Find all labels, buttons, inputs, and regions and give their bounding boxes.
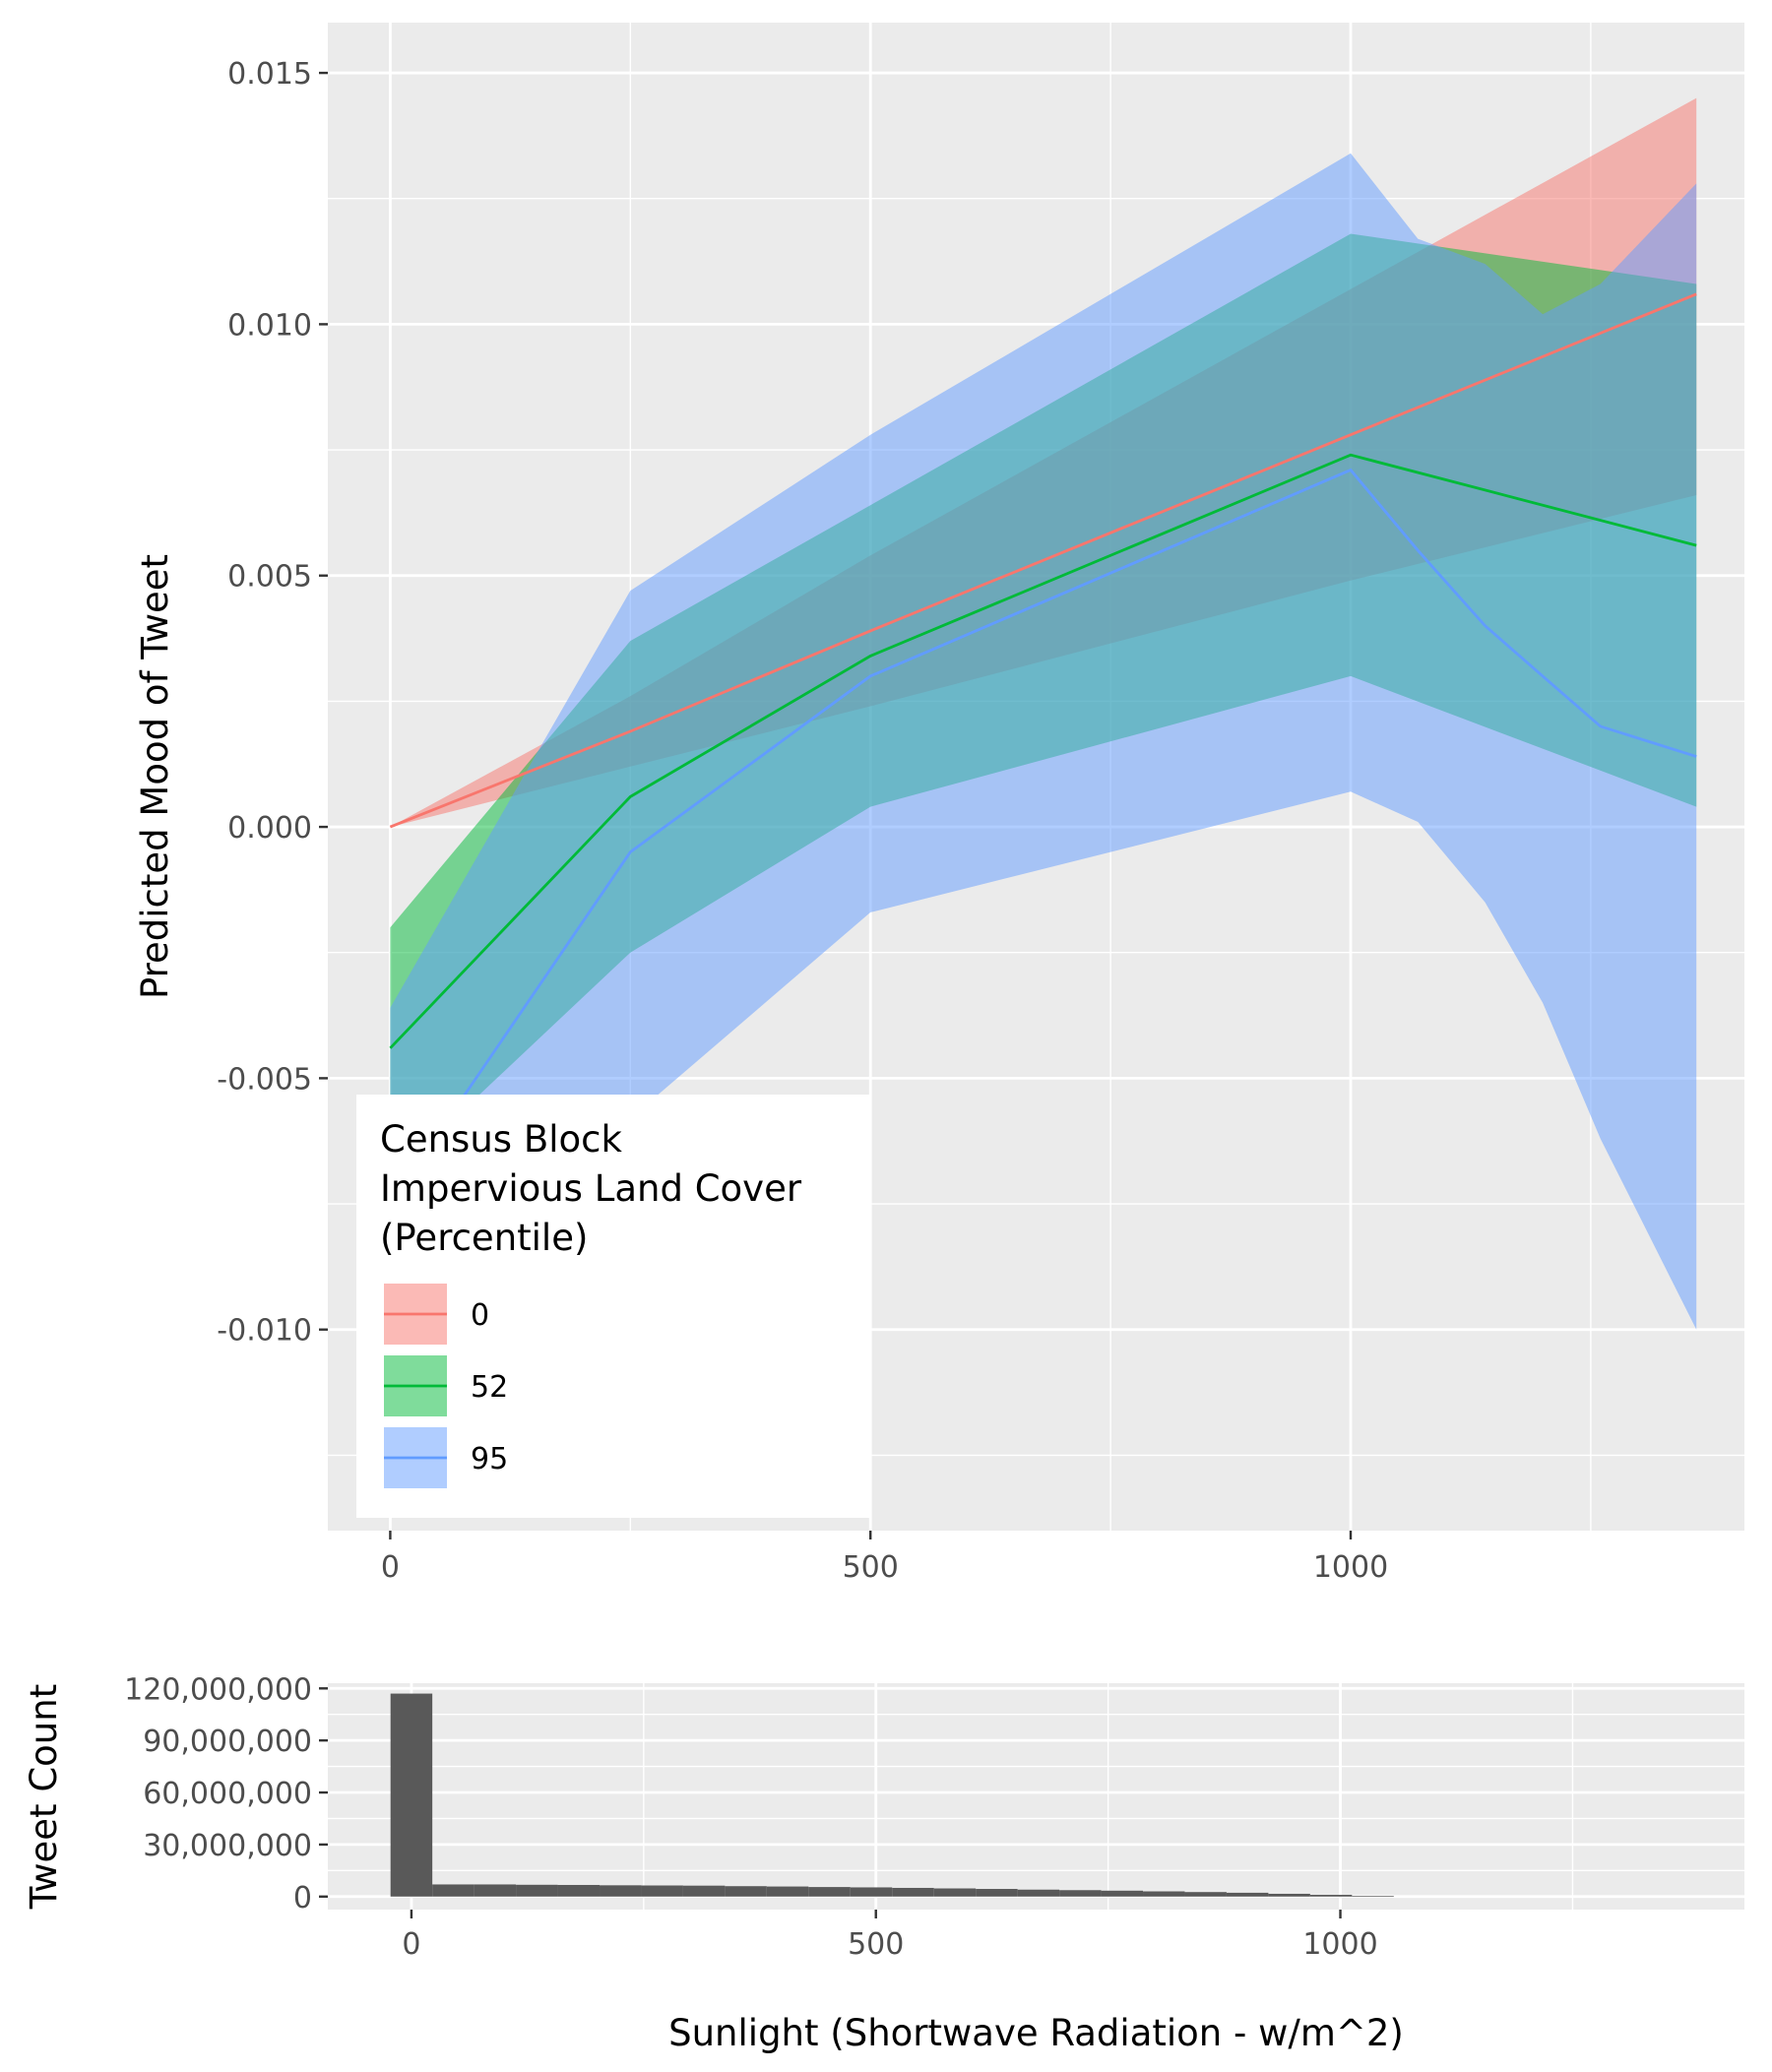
x-tick-label: 500 bbox=[843, 1550, 899, 1585]
legend-label-95: 95 bbox=[471, 1442, 508, 1476]
histogram-bar bbox=[766, 1886, 809, 1897]
histogram-bar bbox=[600, 1885, 642, 1897]
y-tick-label: -0.005 bbox=[217, 1062, 312, 1097]
series-line-52 bbox=[389, 453, 1697, 1049]
histogram-bar bbox=[1184, 1892, 1227, 1897]
y-tick-label: 0.010 bbox=[227, 308, 312, 343]
x-tick-label: 1000 bbox=[1302, 1927, 1377, 1962]
x-tick-label: 0 bbox=[381, 1550, 400, 1585]
legend-title: Impervious Land Cover bbox=[380, 1167, 802, 1210]
histogram-bar bbox=[850, 1887, 893, 1897]
histogram-bar bbox=[933, 1888, 977, 1897]
y-axis-title: Tweet Count bbox=[23, 1684, 65, 1910]
legend-title: (Percentile) bbox=[380, 1217, 588, 1259]
x-axis-title: Sunlight (Shortwave Radiation - w/m^2) bbox=[668, 2012, 1404, 2054]
histogram-bar bbox=[432, 1884, 475, 1897]
histogram-bar bbox=[976, 1889, 1018, 1897]
series-line-0 bbox=[389, 292, 1697, 829]
legend-label-52: 52 bbox=[471, 1370, 508, 1405]
legend-label-0: 0 bbox=[471, 1298, 489, 1333]
confidence-ribbon-95 bbox=[390, 153, 1697, 1456]
histogram-bar bbox=[1101, 1890, 1144, 1897]
histogram-bar bbox=[1226, 1892, 1269, 1897]
histogram-bar bbox=[682, 1885, 726, 1897]
histogram-bar bbox=[1017, 1889, 1060, 1897]
y-tick-label: 0.000 bbox=[227, 811, 312, 846]
legend-title: Census Block bbox=[380, 1118, 622, 1161]
histogram-bar bbox=[516, 1884, 558, 1897]
y-tick-label: 60,000,000 bbox=[143, 1777, 312, 1811]
histogram-bar bbox=[808, 1887, 851, 1897]
histogram-bar bbox=[892, 1887, 934, 1897]
y-tick-label: 30,000,000 bbox=[143, 1829, 312, 1863]
histogram-bar bbox=[390, 1693, 433, 1897]
y-tick-label: 0.015 bbox=[227, 57, 312, 92]
histogram-bar bbox=[1059, 1890, 1102, 1897]
y-tick-label: 0.005 bbox=[227, 560, 312, 595]
y-tick-label: 90,000,000 bbox=[143, 1725, 312, 1759]
x-tick-label: 500 bbox=[848, 1927, 904, 1962]
y-tick-label: 120,000,000 bbox=[124, 1672, 312, 1707]
x-tick-label: 1000 bbox=[1313, 1550, 1388, 1585]
histogram-panel: 0 30,000,000 60,000,000 90,000,000 120,000,0… bbox=[23, 1672, 1744, 2054]
histogram-bar bbox=[1143, 1891, 1185, 1897]
legend: Census Block Impervious Land Cover (Percen… bbox=[356, 1095, 870, 1518]
y-axis-title: Predicted Mood of Tweet bbox=[134, 554, 176, 999]
histogram-bar bbox=[474, 1884, 517, 1897]
plot-background bbox=[328, 1683, 1744, 1910]
histogram-bar bbox=[1352, 1896, 1394, 1897]
series-line-95 bbox=[389, 468, 1697, 1205]
y-tick-label: -0.010 bbox=[217, 1314, 312, 1349]
histogram-bar bbox=[725, 1886, 767, 1897]
histogram-bar bbox=[1309, 1895, 1353, 1897]
y-tick-label: 0 bbox=[293, 1881, 312, 1915]
histogram-bar bbox=[557, 1884, 601, 1897]
histogram-bar bbox=[641, 1885, 683, 1897]
histogram-bar bbox=[1268, 1893, 1310, 1897]
x-tick-label: 0 bbox=[402, 1927, 420, 1962]
